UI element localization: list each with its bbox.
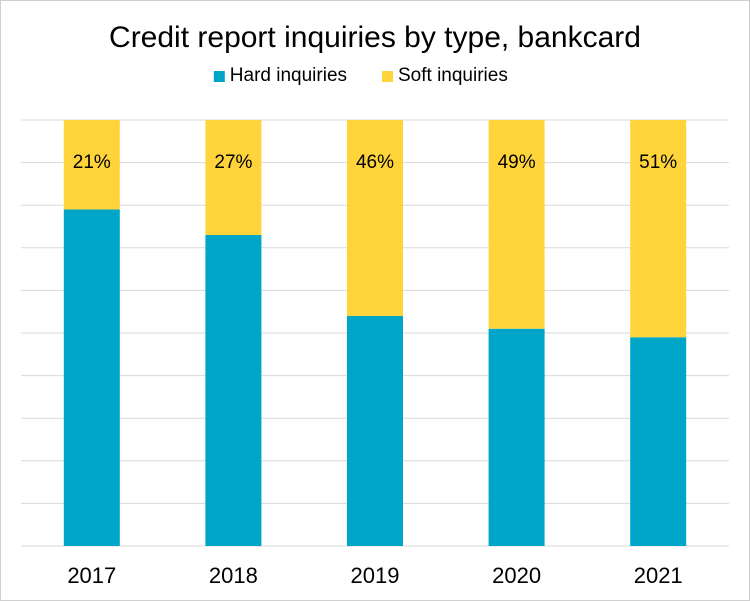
data-label-soft-2017: 21%	[73, 152, 111, 173]
data-labels: 21% 27% 46% 49% 51%	[73, 152, 678, 173]
data-label-soft-2021: 51%	[639, 152, 677, 173]
x-tick-label-2020: 2020	[492, 563, 541, 588]
bar-hard-inquiries-2021	[630, 337, 687, 546]
legend: Hard inquiries Soft inquiries	[213, 65, 508, 86]
bar-soft-inquiries-2017	[63, 120, 120, 210]
legend-label-hard-inquiries: Hard inquiries	[230, 65, 347, 86]
bar-soft-inquiries-2018	[205, 120, 262, 236]
x-axis-ticks: 2017 2018 2019 2020 2021	[67, 563, 682, 588]
x-tick-label-2017: 2017	[67, 563, 116, 588]
bar-hard-inquiries-2017	[63, 209, 120, 546]
legend-swatch-soft-inquiries	[382, 71, 393, 82]
legend-swatch-hard-inquiries	[213, 71, 225, 82]
bar-soft-inquiries-2020	[488, 120, 545, 329]
legend-label-soft-inquiries: Soft inquiries	[398, 65, 508, 86]
x-tick-label-2019: 2019	[351, 563, 400, 588]
data-label-soft-2020: 49%	[498, 152, 536, 173]
data-label-soft-2018: 27%	[214, 152, 252, 173]
bar-soft-inquiries-2021	[630, 120, 687, 338]
x-tick-label-2018: 2018	[209, 563, 258, 588]
bar-hard-inquiries-2020	[488, 328, 545, 546]
chart-title: Credit report inquiries by type, bankcar…	[109, 21, 641, 54]
bar-soft-inquiries-2019	[347, 120, 403, 316]
data-label-soft-2019: 46%	[356, 152, 394, 173]
x-tick-label-2021: 2021	[634, 563, 683, 588]
bar-hard-inquiries-2019	[347, 315, 403, 546]
bar-hard-inquiries-2018	[205, 235, 262, 546]
bars	[63, 120, 687, 546]
